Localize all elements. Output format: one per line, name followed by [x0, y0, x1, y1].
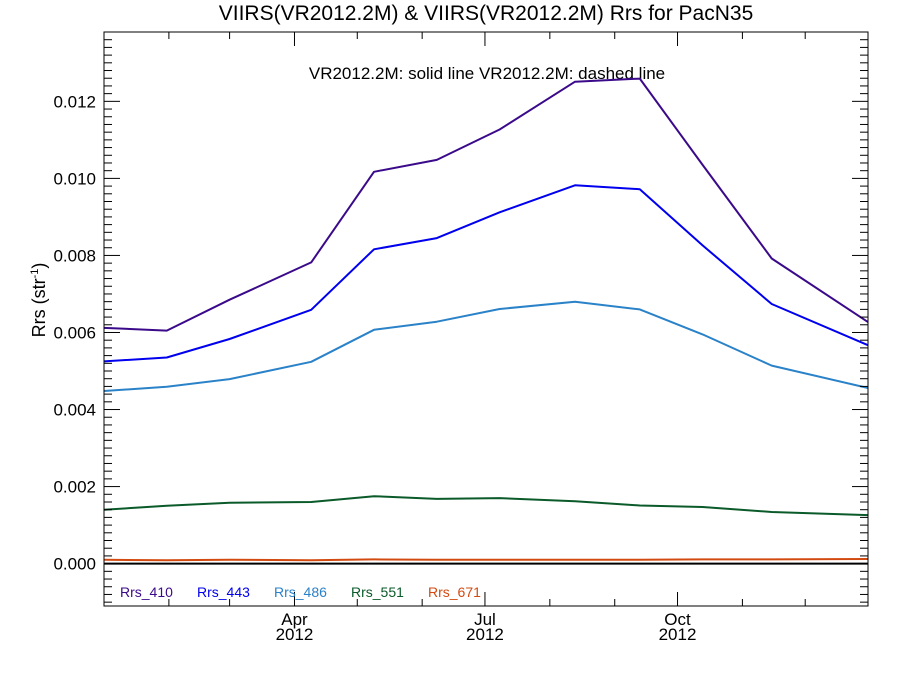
- y-tick-label: 0.000: [53, 555, 96, 574]
- y-tick-label: 0.002: [53, 478, 96, 497]
- line-style-annotation: VR2012.2M: solid line VR2012.2M: dashed …: [309, 64, 665, 83]
- legend: Rrs_410 Rrs_443 Rrs_486 Rrs_551 Rrs_671: [120, 584, 481, 600]
- x-tick-label-year: 2012: [466, 625, 504, 644]
- legend-item-rrs-443: Rrs_443: [197, 584, 250, 600]
- plot-frame: [103, 31, 869, 607]
- y-tick-label: 0.008: [53, 246, 96, 265]
- tick-label-layer: 0.0000.0020.0040.0060.0080.0100.012Apr20…: [53, 92, 696, 644]
- series-line-rrs-486: [103, 300, 869, 392]
- legend-item-rrs-551: Rrs_551: [351, 584, 404, 600]
- y-axis-label-main: Rrs (str: [29, 278, 49, 337]
- series-layer: [103, 77, 869, 562]
- series-line-rrs-410: [103, 77, 869, 332]
- legend-item-rrs-671: Rrs_671: [428, 584, 481, 600]
- chart-title: VIIRS(VR2012.2M) & VIIRS(VR2012.2M) Rrs …: [219, 2, 754, 25]
- series-line-rrs-443: [103, 184, 869, 363]
- axis-layer: [103, 31, 869, 607]
- x-tick-label-month: Jul: [474, 610, 496, 629]
- legend-item-rrs-410: Rrs_410: [120, 584, 173, 600]
- y-axis-label-close: ): [29, 263, 49, 269]
- x-tick-label-month: Apr: [281, 610, 308, 629]
- legend-item-rrs-486: Rrs_486: [274, 584, 327, 600]
- y-axis-label-superscript: -1: [29, 269, 41, 279]
- x-tick-label-year: 2012: [276, 625, 314, 644]
- y-axis-label: Rrs (str-1): [29, 263, 49, 338]
- y-tick-label: 0.010: [53, 169, 96, 188]
- y-tick-label: 0.006: [53, 323, 96, 342]
- y-tick-label: 0.012: [53, 92, 96, 111]
- x-tick-label-month: Oct: [664, 610, 691, 629]
- y-tick-label: 0.004: [53, 401, 96, 420]
- series-line-rrs-551: [103, 495, 869, 517]
- x-tick-label-year: 2012: [659, 625, 697, 644]
- series-line-rrs-671: [103, 558, 869, 562]
